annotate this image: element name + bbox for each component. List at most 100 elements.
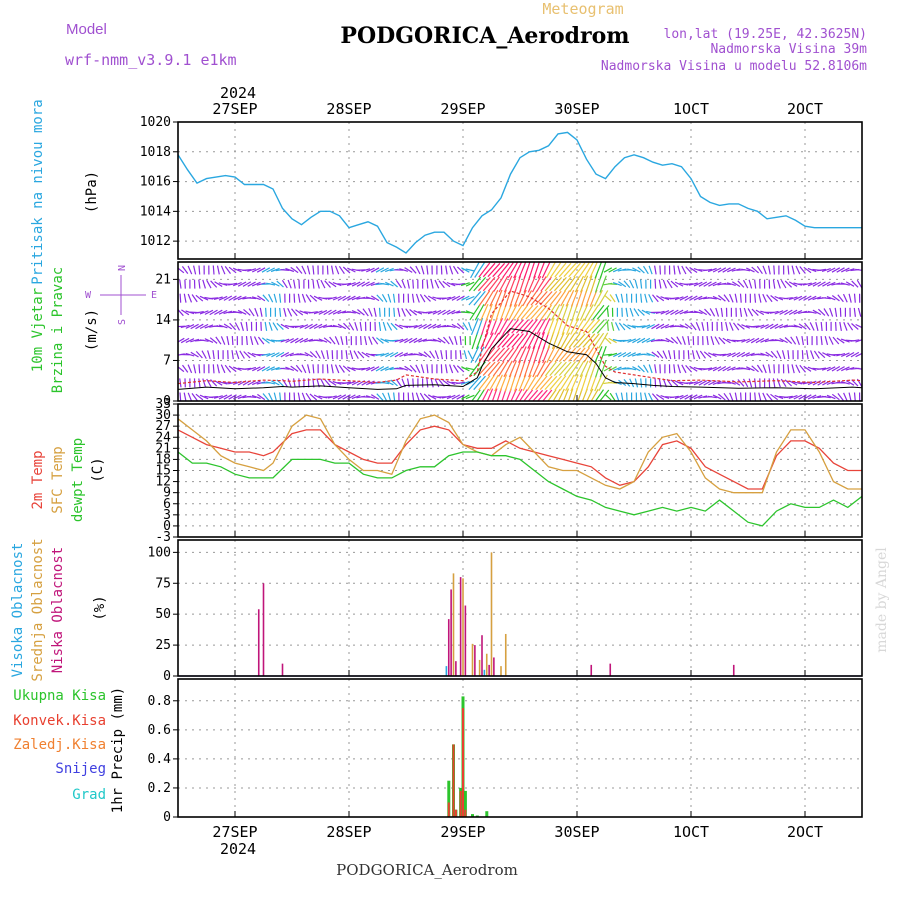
wind-arrow — [604, 393, 612, 401]
wind-arrow — [427, 295, 437, 302]
wind-arrow — [465, 310, 475, 315]
wind-arrow — [533, 262, 540, 279]
wind-arrow — [334, 265, 340, 275]
wind-arrow — [423, 323, 432, 330]
wind-arrow — [687, 350, 690, 360]
wind-arrow — [480, 303, 489, 321]
wind-arrow — [751, 365, 759, 373]
wind-arrow — [443, 336, 450, 345]
wind-arrow — [813, 350, 820, 359]
wind-arrow — [726, 338, 736, 343]
top-date-label-0: 27SEP — [212, 100, 257, 118]
pressure-frame — [177, 121, 863, 260]
wind-arrow — [181, 309, 190, 316]
wind-arrow — [606, 321, 609, 331]
wind-arrow — [195, 294, 204, 302]
wind-arrow — [190, 338, 200, 343]
wind-arrow — [850, 351, 860, 358]
wind-arrow — [498, 275, 509, 293]
wind-arrow — [751, 308, 759, 317]
wind-arrow — [604, 294, 612, 302]
wind-arrow — [381, 392, 388, 401]
wind-arrow — [299, 353, 309, 357]
wind-arrow — [418, 323, 427, 330]
wind-arrow — [522, 374, 532, 392]
wind-arrow — [835, 321, 837, 331]
wind-arrow — [549, 375, 562, 391]
bottom-date-label-4: 1OCT — [673, 823, 709, 841]
wind-arrow — [826, 296, 836, 301]
wind-arrow — [841, 267, 850, 273]
wind-arrow — [718, 294, 726, 302]
wind-arrow — [540, 276, 552, 292]
wind-arrow — [187, 293, 193, 303]
wind-arrow — [845, 351, 855, 358]
wind-arrow — [342, 381, 352, 385]
wind-arrow — [674, 394, 684, 400]
wind-arrow — [308, 311, 318, 314]
wind-arrow — [746, 337, 755, 344]
wind-arrow — [673, 364, 676, 374]
wind-arrow — [326, 265, 329, 275]
wind-arrow — [299, 310, 309, 315]
wind-arrow — [380, 381, 390, 385]
wind-arrow — [516, 332, 529, 349]
wind-arrow — [627, 367, 637, 371]
wind-arrow — [293, 392, 296, 401]
wind-arrow — [456, 381, 466, 385]
wind-arrow — [224, 364, 232, 373]
wind-arrow — [547, 389, 557, 401]
wind-arrow — [309, 393, 318, 401]
wind-arrow — [689, 394, 698, 400]
wind-arrow — [320, 378, 326, 388]
wind-arrow — [487, 262, 501, 278]
wind-arrow — [586, 388, 594, 401]
wind-arrow — [266, 282, 276, 286]
wind-arrow — [563, 347, 577, 362]
wind-arrow — [727, 352, 736, 358]
wind-arrow — [703, 268, 713, 272]
wind-arrow — [328, 309, 337, 316]
wind-arrow — [606, 307, 609, 317]
wind-arrow — [485, 303, 493, 322]
wind-arrow — [183, 293, 187, 303]
wind-arrow — [599, 389, 610, 401]
temp-label-sfc: SFC Temp — [50, 446, 66, 513]
wind-arrow — [681, 364, 687, 374]
wind-arrow — [668, 350, 672, 360]
wind-arrow — [720, 307, 724, 317]
wind-arrow — [409, 309, 418, 316]
wind-arrow — [650, 339, 660, 343]
wind-arrow — [195, 393, 204, 401]
wind-arrow — [760, 352, 770, 357]
wind-arrow — [535, 305, 548, 320]
wind-arrow — [503, 275, 513, 293]
wind-arrow — [640, 392, 643, 401]
temp-unit: (C) — [90, 457, 106, 482]
wind-arrow — [558, 347, 572, 362]
wind-arrow — [351, 281, 361, 287]
cloud-unit: (%) — [92, 595, 108, 620]
wind-arrow — [741, 338, 751, 343]
wind-arrow — [242, 367, 252, 370]
wind-arrow — [198, 279, 201, 289]
wind-arrow — [640, 378, 643, 388]
wind-arrow — [574, 318, 585, 335]
wind-arrow — [437, 309, 446, 316]
wind-arrow — [179, 293, 182, 303]
wind-arrow — [470, 317, 479, 336]
wind-arrow — [361, 367, 371, 371]
wind-arrow — [399, 324, 409, 329]
wind-arrow — [381, 294, 388, 303]
wind-arrow — [390, 379, 398, 387]
wind-arrow — [380, 267, 389, 273]
wind-arrow — [312, 279, 315, 289]
wind-ytick-label-1: 7 — [163, 353, 171, 368]
wind-arrow — [646, 338, 656, 343]
wind-arrow — [715, 307, 720, 317]
wind-arrow — [832, 336, 840, 345]
wind-arrow — [817, 281, 826, 287]
temp-frame — [177, 403, 863, 538]
wind-arrow — [748, 279, 753, 289]
